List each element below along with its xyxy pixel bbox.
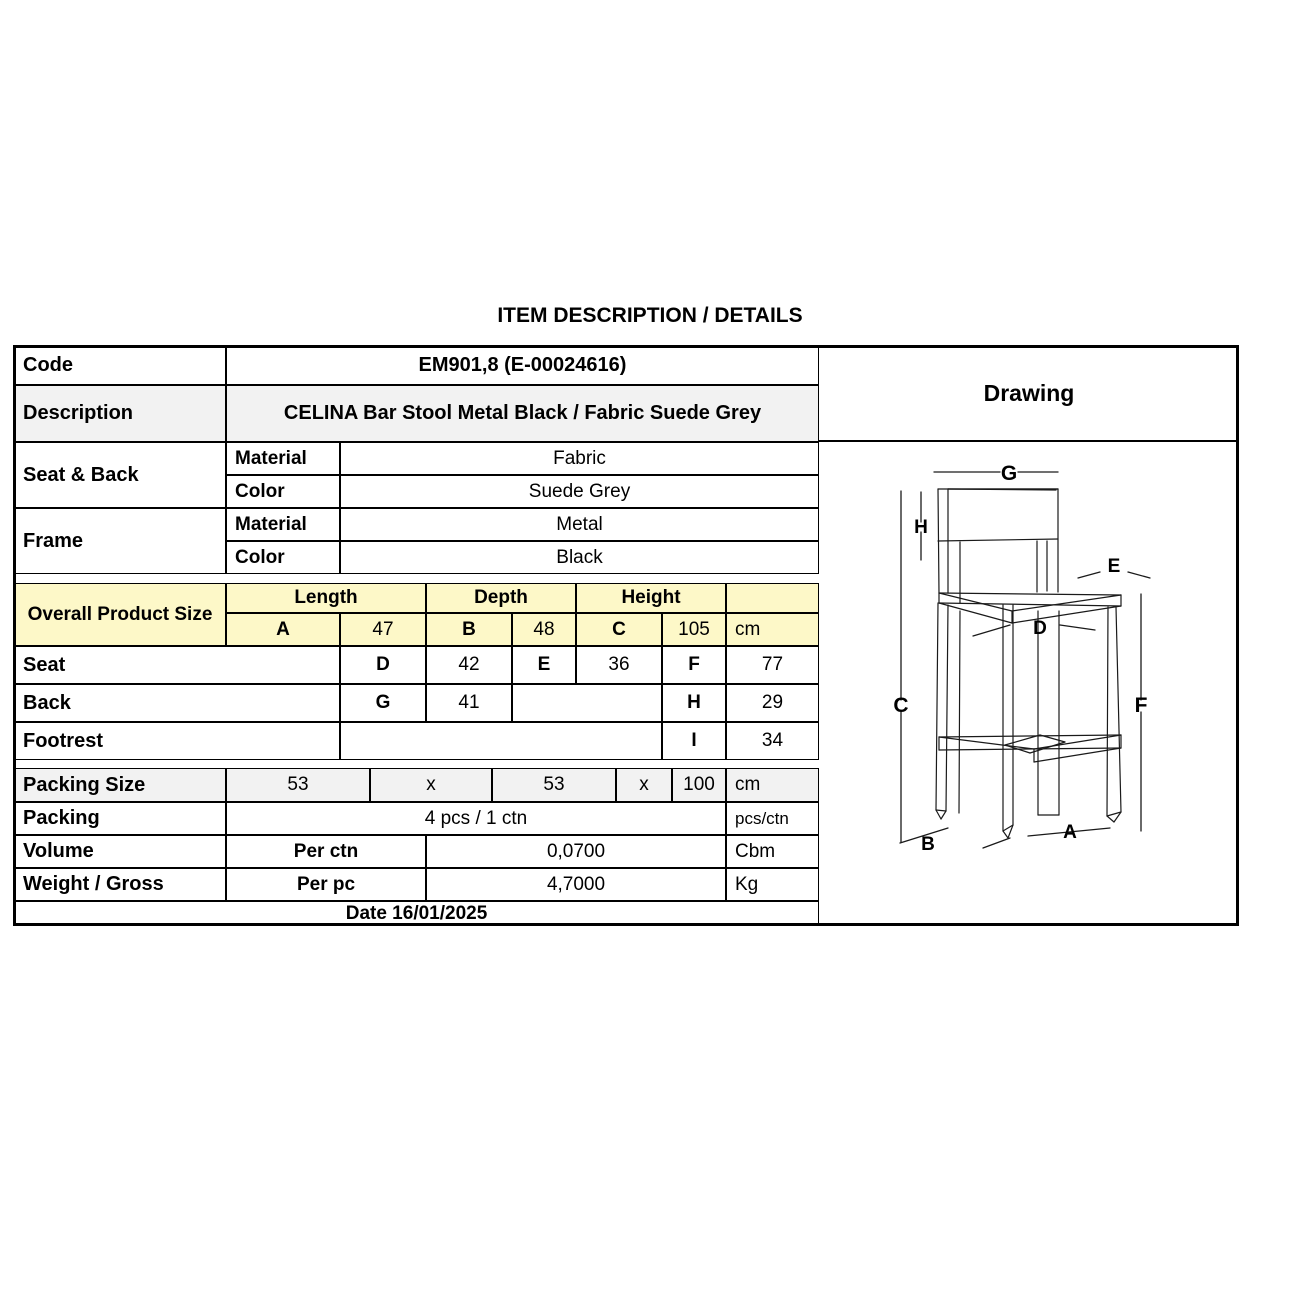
svg-text:B: B — [921, 834, 935, 855]
svg-text:F: F — [1135, 694, 1148, 717]
svg-text:C: C — [893, 694, 908, 717]
svg-text:H: H — [914, 517, 928, 538]
svg-text:D: D — [1033, 618, 1047, 639]
svg-text:A: A — [1063, 822, 1077, 843]
svg-text:G: G — [1001, 462, 1017, 485]
svg-text:E: E — [1108, 556, 1121, 577]
